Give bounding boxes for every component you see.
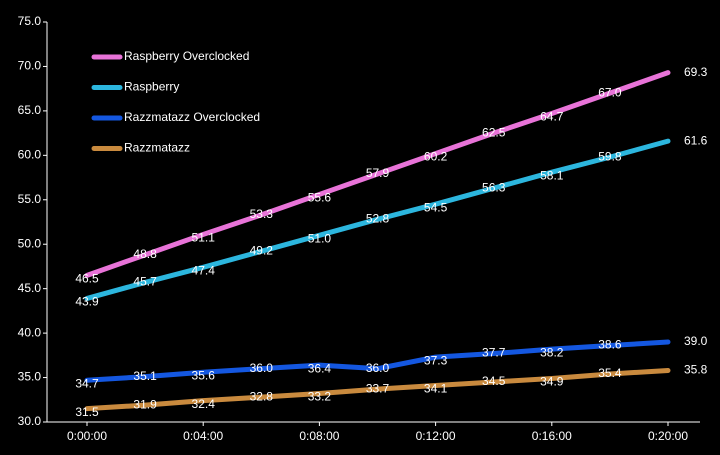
x-tick-label: 0:20:00	[648, 429, 688, 443]
y-tick-label: 75.0	[18, 14, 42, 28]
legend-label: Razzmatazz	[124, 141, 190, 155]
data-label: 43.9	[75, 295, 99, 309]
data-label: 37.3	[424, 353, 448, 367]
data-label: 54.5	[424, 200, 448, 214]
data-label: 60.2	[424, 150, 448, 164]
data-label: 46.5	[75, 272, 99, 286]
data-label: 35.6	[192, 368, 216, 382]
data-label: 34.9	[540, 375, 564, 389]
data-label: 59.8	[598, 149, 622, 163]
data-label: 31.5	[75, 405, 99, 419]
data-label: 34.1	[424, 382, 448, 396]
data-label: 56.3	[482, 180, 506, 194]
x-tick-label: 0:08:00	[299, 429, 339, 443]
data-label: 67.0	[598, 85, 622, 99]
data-label: 51.0	[308, 232, 332, 246]
y-tick-label: 30.0	[18, 414, 42, 428]
series-line	[84, 70, 671, 278]
data-label: 33.7	[366, 381, 390, 395]
data-label: 34.5	[482, 374, 506, 388]
data-label: 49.2	[250, 244, 274, 258]
data-label: 33.2	[308, 390, 332, 404]
y-tick-label: 60.0	[18, 148, 42, 162]
y-tick-label: 65.0	[18, 103, 42, 117]
legend-label: Razzmatazz Overclocked	[124, 110, 260, 124]
data-label: 58.1	[540, 168, 564, 182]
data-label: 35.8	[684, 363, 708, 377]
data-label: 37.7	[482, 346, 506, 360]
x-tick-label: 0:00:00	[67, 429, 107, 443]
data-label: 36.0	[366, 361, 390, 375]
data-label: 32.8	[250, 389, 274, 403]
series-line	[84, 339, 671, 383]
legend-label: Raspberry	[124, 80, 179, 94]
y-tick-label: 40.0	[18, 325, 42, 339]
legend-label: Raspberry Overclocked	[124, 49, 249, 63]
data-label: 69.3	[684, 65, 708, 79]
data-label: 38.6	[598, 338, 622, 352]
data-label: 35.1	[133, 369, 157, 383]
x-tick-label: 0:12:00	[416, 429, 456, 443]
data-label: 31.9	[133, 397, 157, 411]
data-label: 52.8	[366, 212, 390, 226]
data-label: 45.7	[133, 275, 157, 289]
x-tick-label: 0:04:00	[183, 429, 223, 443]
data-label: 57.9	[366, 166, 390, 180]
data-label: 53.3	[250, 207, 274, 221]
data-label: 36.4	[308, 361, 332, 375]
data-label: 55.6	[308, 191, 332, 205]
data-label: 38.2	[540, 345, 564, 359]
data-label: 34.7	[75, 376, 99, 390]
data-label: 62.5	[482, 125, 506, 139]
y-tick-label: 35.0	[18, 370, 42, 384]
x-tick-label: 0:16:00	[532, 429, 572, 443]
data-label: 48.8	[133, 247, 157, 261]
y-tick-label: 70.0	[18, 59, 42, 73]
data-label: 36.0	[250, 361, 274, 375]
data-label: 64.7	[540, 110, 564, 124]
series-line	[84, 367, 671, 412]
data-label: 35.4	[598, 366, 622, 380]
data-label: 47.4	[192, 264, 216, 278]
data-label: 39.0	[684, 334, 708, 348]
y-tick-label: 55.0	[18, 192, 42, 206]
y-tick-label: 50.0	[18, 236, 42, 250]
series-line	[84, 138, 671, 301]
data-label: 32.4	[192, 397, 216, 411]
data-label: 51.1	[192, 231, 216, 245]
data-label: 61.6	[684, 133, 708, 147]
y-tick-label: 45.0	[18, 281, 42, 295]
